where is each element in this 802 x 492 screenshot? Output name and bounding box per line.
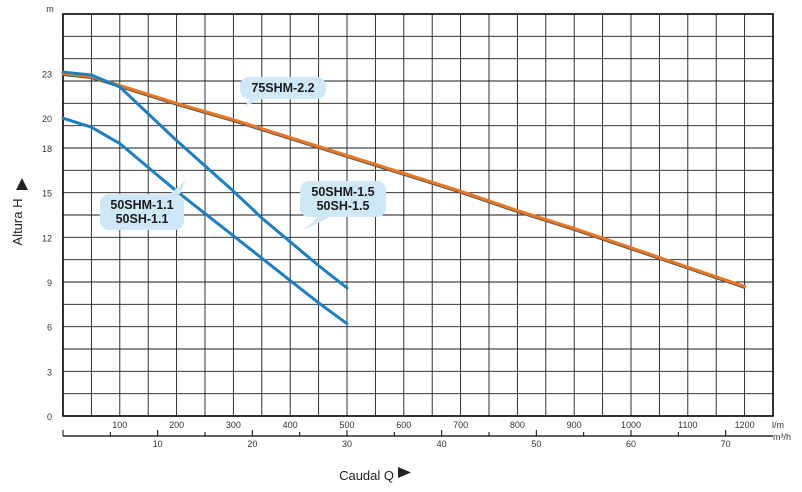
callout-text: 50SH-1.1 bbox=[116, 212, 169, 226]
callout-box bbox=[240, 77, 326, 99]
x-tick-label-primary: 400 bbox=[283, 420, 298, 430]
x-tick-label-primary: 900 bbox=[567, 420, 582, 430]
x-tick-label-primary: 500 bbox=[339, 420, 354, 430]
callout-text: 50SHM-1.1 bbox=[110, 198, 173, 212]
x-tick-label-secondary: 10 bbox=[153, 439, 163, 449]
callout-pointer bbox=[244, 99, 260, 107]
y-tick-label: 0 bbox=[47, 412, 52, 422]
y-tick-label: 15 bbox=[42, 189, 52, 199]
x-tick-label-primary: 700 bbox=[453, 420, 468, 430]
x-tick-label-secondary: 50 bbox=[531, 439, 541, 449]
y-unit-label: m bbox=[46, 4, 54, 14]
y-tick-label: 3 bbox=[47, 367, 52, 377]
x-tick-label-primary: 1200 bbox=[735, 420, 755, 430]
plot-frame bbox=[62, 13, 774, 417]
curve-50shm-1-5 bbox=[61, 70, 349, 290]
y-axis-title: Altura H bbox=[10, 199, 25, 246]
callout-box bbox=[100, 194, 184, 230]
x-tick-label-primary: 100 bbox=[112, 420, 127, 430]
plot-border bbox=[62, 13, 774, 417]
x-tick-label-primary: 1100 bbox=[678, 420, 697, 430]
y-tick-label: 9 bbox=[47, 278, 52, 288]
callout-text: 50SH-1.5 bbox=[317, 199, 370, 213]
y-tick-label: 23 bbox=[42, 70, 52, 80]
curve-50shm-1-1 bbox=[61, 116, 349, 326]
curves bbox=[61, 70, 747, 326]
x-tick-label-primary: 300 bbox=[226, 420, 241, 430]
x-axis-arrow-icon bbox=[398, 467, 411, 478]
y-tick-label: 6 bbox=[47, 323, 52, 333]
curve-75shm-2-2 bbox=[61, 72, 747, 288]
y-tick-label: 18 bbox=[42, 144, 52, 154]
callout-pointer bbox=[304, 217, 330, 230]
x-unit-primary: l/m bbox=[772, 420, 784, 430]
curve-labels: 75SHM-2.250SHM-1.550SH-1.550SHM-1.150SH-… bbox=[100, 77, 386, 230]
x-unit-secondary: m³/h bbox=[773, 432, 791, 442]
x-tick-label-secondary: 30 bbox=[342, 439, 352, 449]
x-tick-label-secondary: 40 bbox=[437, 439, 447, 449]
x-axis-title: Caudal Q bbox=[339, 468, 394, 483]
axes: 0 3 6 9 12 15 18 20 23 m 100 200 300 400 500 600 700 800 9… bbox=[10, 4, 791, 483]
x-tick-label-secondary: 70 bbox=[721, 439, 731, 449]
y-axis-arrow-icon bbox=[16, 178, 28, 190]
y-tick-label: 20 bbox=[42, 114, 52, 124]
x-tick-label-secondary: 60 bbox=[626, 439, 636, 449]
callout-text: 50SHM-1.5 bbox=[311, 185, 374, 199]
x-tick-label-primary: 1000 bbox=[621, 420, 641, 430]
x-tick-label-primary: 200 bbox=[169, 420, 184, 430]
callout-text: 75SHM-2.2 bbox=[251, 81, 314, 95]
callout-pointer bbox=[170, 180, 186, 194]
x-tick-label-primary: 800 bbox=[510, 420, 525, 430]
x-tick-label-secondary: 20 bbox=[247, 439, 257, 449]
curve-callout: 75SHM-2.2 bbox=[240, 77, 326, 107]
x-tick-label-primary: 600 bbox=[396, 420, 411, 430]
y-tick-label: 12 bbox=[42, 233, 52, 243]
callout-box bbox=[300, 181, 386, 217]
